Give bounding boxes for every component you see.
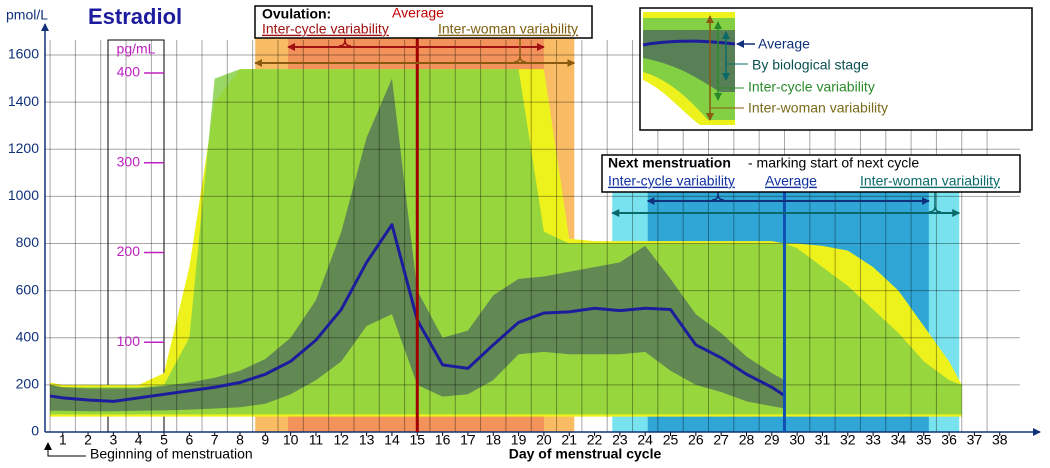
- next-inter-woman-label: Inter-woman variability: [860, 173, 1000, 189]
- x-note: Beginning of menstruation: [90, 446, 253, 462]
- x-tick-label: 26: [688, 432, 704, 448]
- x-tick-label: 17: [460, 432, 476, 448]
- x-tick-label: 8: [236, 432, 244, 448]
- y-tick-label: 1000: [8, 187, 39, 203]
- x-tick-label: 33: [865, 432, 881, 448]
- x-tick-label: 11: [309, 432, 324, 448]
- y-tick-label: 600: [16, 281, 40, 297]
- x-tick-label: 14: [384, 432, 400, 448]
- range-brace: [711, 190, 725, 201]
- x-tick-label: 28: [739, 432, 755, 448]
- y-tick-label: 200: [16, 376, 40, 392]
- x-tick-label: 35: [916, 432, 932, 448]
- legend: Average By biological stage Inter-cycle …: [639, 7, 1033, 131]
- range-brace: [338, 37, 352, 47]
- x-tick-label: 20: [536, 432, 552, 448]
- ovulation-inter-cycle-label: Inter-cycle variability: [262, 21, 389, 37]
- x-tick-label: 7: [211, 432, 219, 448]
- x-tick-label: 32: [840, 432, 856, 448]
- y-tick-label: 800: [16, 234, 40, 250]
- x-tick-label: 37: [967, 432, 983, 448]
- x-tick-label: 27: [713, 432, 729, 448]
- ovulation-box: [254, 5, 593, 39]
- range-brace: [513, 37, 527, 63]
- x-tick-label: 16: [435, 432, 451, 448]
- x-tick-label: 34: [891, 432, 907, 448]
- x-tick-label: 19: [511, 432, 527, 448]
- x-tick-label: 25: [663, 432, 679, 448]
- x-tick-label: 2: [84, 432, 92, 448]
- x-axis-label: Day of menstrual cycle: [509, 446, 662, 462]
- y-tick-label: 1600: [8, 46, 39, 62]
- x-tick-label: 31: [815, 432, 831, 448]
- y-tick-label: 0: [31, 423, 39, 439]
- next-menstruation-box: [601, 154, 1021, 193]
- legend-label: Inter-cycle variability: [748, 79, 875, 95]
- next-menstruation-title: Next menstruation: [608, 155, 731, 171]
- x-tick-label: 24: [637, 432, 653, 448]
- y2-tick-label: 400: [117, 64, 141, 80]
- y2-axis-label: pg/mL: [117, 41, 156, 57]
- legend-label: By biological stage: [752, 57, 869, 73]
- x-tick-label: 21: [561, 432, 577, 448]
- x-tick-label: 30: [789, 432, 805, 448]
- x-tick-label: 9: [261, 432, 269, 448]
- x-tick-label: 36: [941, 432, 957, 448]
- ovulation-inter-woman-label: Inter-woman variability: [438, 21, 578, 37]
- y2-tick-label: 300: [117, 153, 141, 169]
- pg-ml-panel: [107, 39, 165, 433]
- chart-title: Estradiol: [88, 4, 182, 29]
- foreground-layer: [41, 22, 1041, 457]
- y-axis-label: pmol/L: [6, 7, 48, 23]
- x-tick-label: 3: [109, 432, 117, 448]
- x-tick-label: 18: [485, 432, 501, 448]
- next-average-label: Average: [765, 173, 817, 189]
- x-tick-label: 29: [764, 432, 780, 448]
- y-tick-label: 400: [16, 328, 40, 344]
- range-brace: [928, 190, 942, 213]
- y2-tick-label: 100: [117, 333, 141, 349]
- bands-layer: [50, 69, 962, 417]
- legend-label: Average: [758, 36, 810, 52]
- x-tick-label: 12: [334, 432, 350, 448]
- x-tick-label: 5: [160, 432, 168, 448]
- variability-band: [50, 78, 785, 412]
- x-tick-label: 6: [185, 432, 193, 448]
- y-tick-label: 1200: [8, 140, 39, 156]
- y-tick-label: 1400: [8, 93, 39, 109]
- x-tick-label: 13: [359, 432, 375, 448]
- x-tick-label: 15: [409, 432, 425, 448]
- variability-band: [50, 69, 962, 415]
- note-arrow: [44, 442, 86, 457]
- ovulation-title: Ovulation:: [262, 6, 331, 22]
- y2-tick-label: 200: [117, 243, 141, 259]
- x-tick-label: 23: [612, 432, 628, 448]
- x-tick-label: 22: [587, 432, 603, 448]
- x-tick-label: 4: [135, 432, 143, 448]
- x-tick-label: 1: [59, 432, 67, 448]
- legend-label: Inter-woman variability: [748, 100, 888, 116]
- ovulation-average-label: Average: [392, 5, 444, 21]
- x-tick-label: 38: [992, 432, 1008, 448]
- next-menstruation-subtitle: - marking start of next cycle: [748, 155, 919, 171]
- x-tick-label: 10: [283, 432, 299, 448]
- next-inter-cycle-label: Inter-cycle variability: [608, 173, 735, 189]
